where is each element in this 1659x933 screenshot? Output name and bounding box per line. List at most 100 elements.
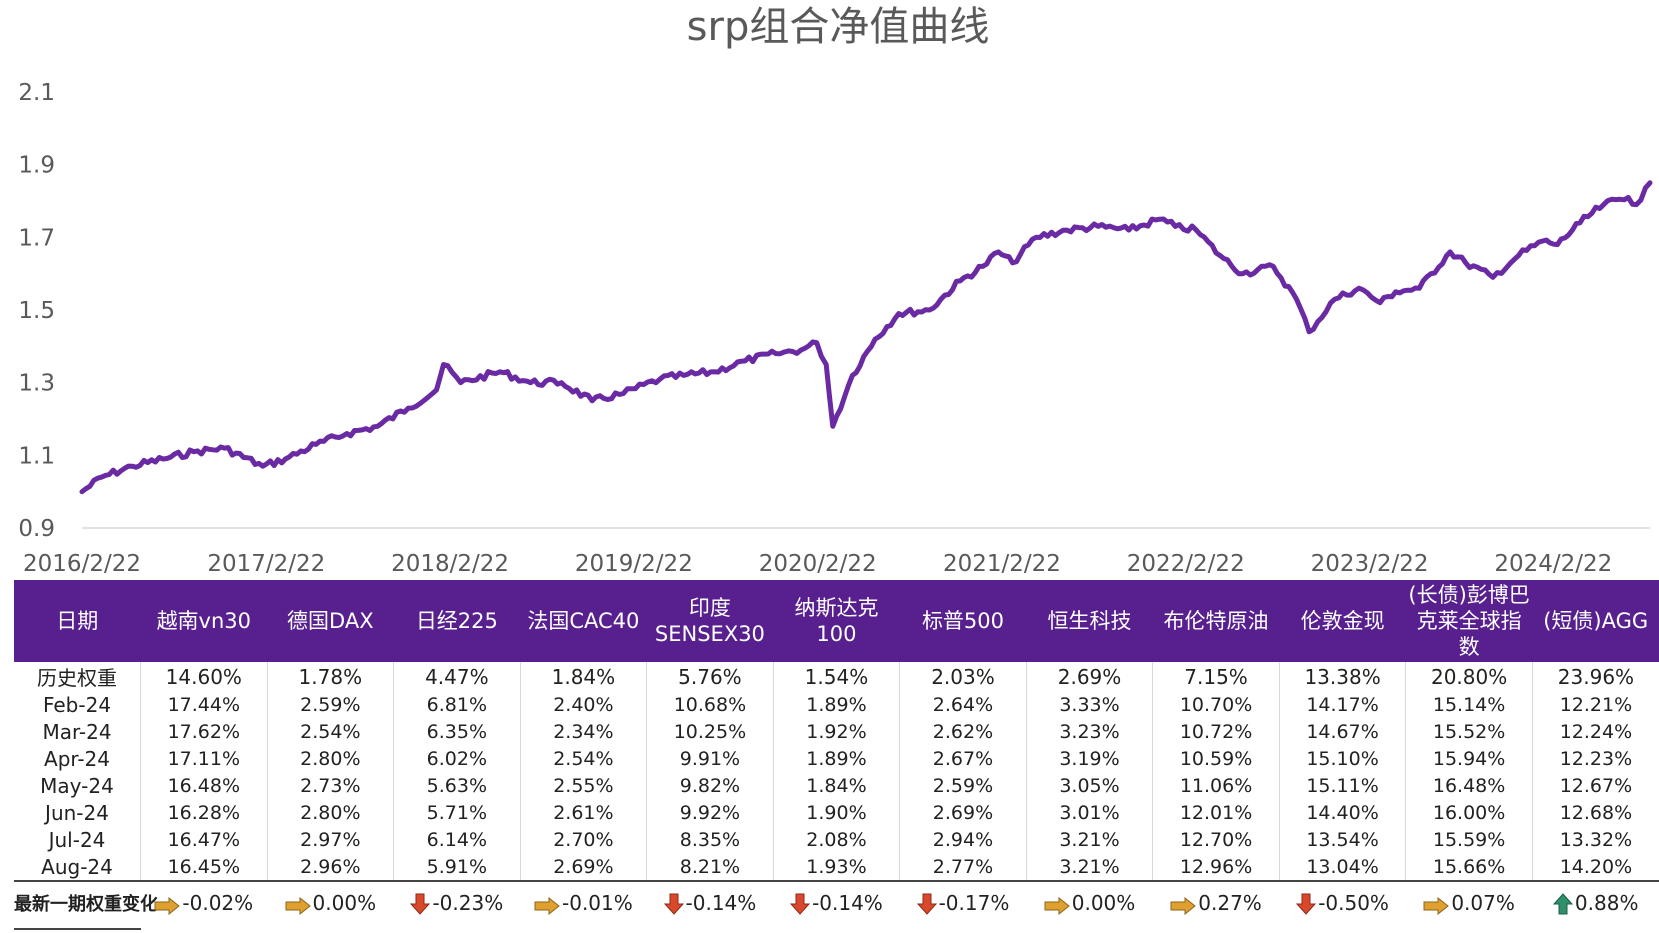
table-cell: 2.59% [266, 691, 394, 718]
row-label: Jul-24 [48, 827, 106, 852]
table-cell: 12.01% [1152, 799, 1280, 826]
table-cell: 13.04% [1278, 853, 1406, 882]
table-cell: 2.80% [266, 745, 394, 772]
x-axis: 2016/2/22 2017/2/22 2018/2/22 2019/2/22 2020… [23, 551, 1612, 577]
table-cell: 2.96% [266, 853, 394, 882]
table-cell: 2.94% [899, 826, 1027, 853]
table-cell: 7.15% [1152, 662, 1280, 691]
column-header: 标普500 [899, 580, 1027, 662]
row-label: Apr-24 [44, 746, 111, 771]
change-value: 0.07% [1451, 891, 1515, 915]
table-row: Jul-24 16.47% 2.97% 6.14% 2.70% 8.35% 2.08% 2.9… [14, 826, 1659, 853]
table-header-row: 日期 越南vn30 德国DAX 日经225 法国CAC40 印度SENSEX30 纳斯达克1… [14, 580, 1659, 662]
y-tick-label: 1.9 [18, 153, 55, 179]
change-cell: -0.50% [1279, 881, 1406, 929]
weights-table: 日期 越南vn30 德国DAX 日经225 法国CAC40 印度SENSEX30 纳斯达克1… [14, 580, 1659, 930]
table-cell: 10.72% [1152, 718, 1280, 745]
table-cell: 5.71% [393, 799, 521, 826]
change-cell: 0.07% [1406, 881, 1533, 929]
table-cell: 2.59% [899, 772, 1027, 799]
table-cell: 15.94% [1405, 745, 1533, 772]
table-cell: 2.67% [899, 745, 1027, 772]
change-value: -0.14% [685, 891, 757, 915]
change-cell: 0.27% [1153, 881, 1280, 929]
column-header: 伦敦金现 [1279, 580, 1406, 662]
table-cell: 17.44% [140, 691, 268, 718]
table-cell: 1.92% [772, 718, 900, 745]
table-cell: 3.21% [1025, 826, 1153, 853]
table-cell: 10.25% [646, 718, 774, 745]
table-body: 历史权重 14.60% 1.78% 4.47% 1.84% 5.76% 1.54% 2.03%… [14, 662, 1659, 930]
table-cell: 5.63% [393, 772, 521, 799]
right-arrow-icon [1044, 896, 1070, 920]
y-tick-label: 0.9 [18, 516, 55, 542]
table-row: May-24 16.48% 2.73% 5.63% 2.55% 9.82% 1.84% 2.5… [14, 772, 1659, 799]
nav-chart: srp组合净值曲线 0.9 1.1 1.3 1.5 1.7 1.9 2.1 2016/2/2… [18, 4, 1653, 577]
row-label: Feb-24 [42, 692, 112, 717]
table-row: Apr-24 17.11% 2.80% 6.02% 2.54% 9.91% 1.89% 2.6… [14, 745, 1659, 772]
column-header: 越南vn30 [140, 580, 268, 662]
down-arrow-icon [1296, 893, 1317, 920]
table-cell: 10.68% [646, 691, 774, 718]
table-cell: 8.35% [646, 826, 774, 853]
x-tick-label: 2022/2/22 [1127, 551, 1245, 577]
table-cell: 2.69% [1025, 662, 1153, 691]
right-arrow-icon [285, 896, 311, 920]
table-cell: 9.92% [646, 799, 774, 826]
table-cell: 2.54% [519, 745, 647, 772]
up-arrow-icon [1552, 893, 1574, 920]
row-label: 历史权重 [37, 666, 118, 690]
table-row: Mar-24 17.62% 2.54% 6.35% 2.34% 10.25% 1.92% 2.… [14, 718, 1659, 745]
row-label: Jun-24 [45, 800, 109, 825]
table-cell: 16.45% [140, 853, 268, 882]
table-cell: 23.96% [1531, 662, 1659, 691]
table-cell: 16.48% [1405, 772, 1533, 799]
y-tick-label: 2.1 [18, 80, 55, 106]
right-arrow-icon [154, 896, 181, 920]
column-header: 印度SENSEX30 [646, 580, 774, 662]
column-header: 德国DAX [267, 580, 394, 662]
table-cell: 6.81% [393, 691, 521, 718]
table-cell: 2.08% [772, 826, 900, 853]
change-value: -0.01% [562, 891, 633, 915]
table-cell: 1.89% [772, 745, 900, 772]
weight-change-row: 最新一期权重变化 -0.02% 0.00% -0.23% -0.01% -0.14% -0.… [14, 881, 1659, 930]
table-cell: 16.28% [140, 799, 268, 826]
change-value: -0.23% [432, 891, 504, 915]
table-cell: 2.55% [519, 772, 647, 799]
change-value: -0.17% [938, 891, 1010, 915]
table-cell: 2.73% [266, 772, 394, 799]
table-cell: 12.70% [1152, 826, 1280, 853]
down-arrow-icon [663, 893, 684, 920]
change-value: 0.00% [312, 891, 377, 915]
table-cell: 2.03% [899, 662, 1027, 691]
table-cell: 11.06% [1152, 772, 1280, 799]
table-cell: 16.00% [1405, 799, 1533, 826]
table-cell: 12.68% [1531, 799, 1659, 826]
table-cell: 13.54% [1278, 826, 1406, 853]
right-arrow-icon [1170, 896, 1197, 920]
x-tick-label: 2019/2/22 [575, 551, 693, 577]
change-cell: 0.00% [1026, 881, 1153, 929]
row-label: Mar-24 [42, 719, 112, 744]
table-cell: 16.48% [140, 772, 268, 799]
change-cell: -0.23% [394, 881, 521, 929]
change-row-label: 最新一期权重变化 [14, 881, 158, 930]
table-cell: 3.33% [1025, 691, 1153, 718]
table-cell: 15.52% [1405, 718, 1533, 745]
change-cell: 0.00% [267, 881, 394, 929]
table-row: 历史权重 14.60% 1.78% 4.47% 1.84% 5.76% 1.54% 2.03%… [14, 662, 1659, 691]
table-row: Feb-24 17.44% 2.59% 6.81% 2.40% 10.68% 1.89% 2.… [14, 691, 1659, 718]
x-tick-label: 2023/2/22 [1311, 551, 1429, 577]
y-tick-label: 1.5 [18, 298, 55, 324]
table-cell: 4.47% [393, 662, 521, 691]
right-arrow-icon [534, 896, 560, 920]
table-cell: 6.02% [393, 745, 521, 772]
table-cell: 2.61% [519, 799, 647, 826]
change-value: -0.50% [1318, 891, 1389, 915]
change-cell: -0.17% [900, 881, 1027, 929]
down-arrow-icon [410, 893, 431, 920]
table-cell: 12.21% [1531, 691, 1659, 718]
table-cell: 2.70% [519, 826, 647, 853]
table-cell: 14.17% [1278, 691, 1406, 718]
